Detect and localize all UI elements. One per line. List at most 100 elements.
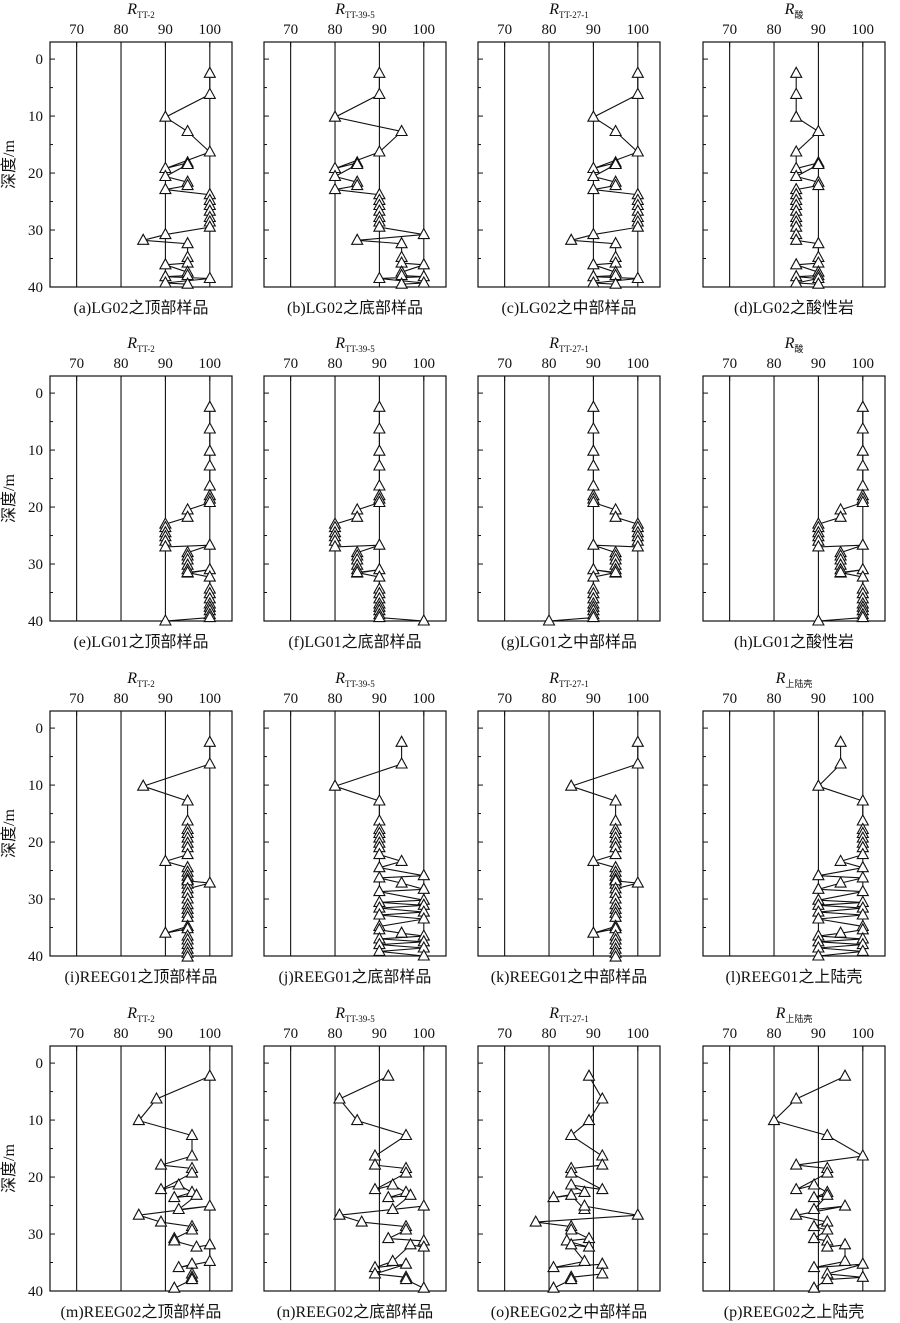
data-point bbox=[789, 87, 803, 99]
data-point bbox=[811, 539, 825, 552]
data-point bbox=[547, 1260, 560, 1273]
data-point bbox=[328, 182, 342, 195]
data-point bbox=[203, 1254, 217, 1266]
data-point bbox=[203, 569, 217, 582]
y-tick-label: 10 bbox=[28, 1113, 43, 1129]
data-point bbox=[417, 257, 431, 270]
data-point bbox=[586, 538, 600, 550]
data-point bbox=[631, 144, 645, 157]
data-point bbox=[395, 236, 409, 249]
data-point bbox=[586, 110, 600, 122]
panel-frame bbox=[477, 375, 661, 622]
x-tick-label: 90 bbox=[372, 22, 387, 38]
y-tick-label: 0 bbox=[36, 721, 44, 737]
data-point bbox=[154, 1214, 168, 1227]
x-tick-label: 90 bbox=[158, 22, 173, 38]
data-point bbox=[856, 538, 870, 550]
data-point bbox=[789, 1091, 803, 1104]
data-point bbox=[807, 1231, 821, 1244]
data-point bbox=[372, 793, 386, 806]
data-point bbox=[609, 793, 623, 806]
data-point bbox=[203, 220, 217, 232]
x-tick-label: 100 bbox=[852, 1026, 875, 1042]
data-point bbox=[856, 569, 870, 582]
data-point bbox=[631, 220, 645, 232]
data-point bbox=[789, 144, 803, 157]
x-tick-label: 90 bbox=[372, 1026, 387, 1042]
data-point bbox=[333, 1091, 346, 1104]
data-point bbox=[158, 257, 172, 270]
data-point bbox=[586, 444, 600, 456]
data-point bbox=[350, 510, 364, 522]
data-point bbox=[386, 1177, 400, 1190]
data-point bbox=[582, 1069, 596, 1081]
data-point bbox=[586, 421, 600, 434]
data-point bbox=[136, 233, 150, 245]
panel-15: 70 80 90 100 R上陆壳 (p)REEG02之上陆壳 bbox=[702, 1005, 886, 1321]
data-point bbox=[381, 1190, 395, 1203]
x-tick-label: 90 bbox=[586, 356, 601, 372]
panel-0: 70 80 90 100 0 10 20 30 40 深度/m RTT-2 (a)LG02之顶部样品 bbox=[0, 1, 233, 317]
data-point bbox=[158, 275, 172, 288]
data-point bbox=[564, 1222, 578, 1235]
data-point bbox=[631, 756, 645, 769]
x-tick-label: 70 bbox=[722, 691, 737, 707]
data-point bbox=[350, 178, 364, 191]
panel-caption: (a)LG02之顶部样品 bbox=[73, 299, 208, 317]
x-tick-label: 70 bbox=[69, 1026, 84, 1042]
data-point bbox=[372, 478, 386, 491]
data-point bbox=[586, 495, 600, 508]
data-point bbox=[368, 1182, 382, 1195]
panel-12: 70 80 90 100 0 10 20 30 40 深度/m RTT-2 (m)REEG02之顶部样… bbox=[0, 1005, 233, 1321]
data-point bbox=[856, 400, 870, 412]
x-tick-label: 90 bbox=[811, 22, 826, 38]
data-point bbox=[789, 110, 803, 122]
y-tick-label: 10 bbox=[28, 109, 43, 125]
x-tick-label: 100 bbox=[627, 356, 650, 372]
panel-title: RTT-39-5 bbox=[334, 1005, 375, 1024]
x-tick-label: 90 bbox=[158, 356, 173, 372]
panel-frame bbox=[702, 41, 886, 288]
data-point bbox=[564, 1237, 578, 1250]
panel-title: RTT-39-5 bbox=[334, 670, 375, 689]
panel-frame bbox=[477, 1045, 661, 1292]
x-tick-label: 80 bbox=[328, 356, 343, 372]
data-point bbox=[631, 271, 645, 284]
data-point bbox=[399, 1257, 413, 1269]
data-point bbox=[820, 1128, 834, 1141]
data-point bbox=[203, 87, 217, 99]
data-point bbox=[789, 66, 803, 78]
data-point bbox=[158, 227, 172, 240]
y-tick-label: 10 bbox=[28, 778, 43, 794]
data-point bbox=[368, 1266, 382, 1279]
x-tick-label: 70 bbox=[69, 356, 84, 372]
data-point bbox=[811, 277, 825, 289]
data-point bbox=[181, 157, 195, 170]
data-point bbox=[856, 444, 870, 456]
data-point bbox=[529, 1214, 543, 1227]
panel-frame bbox=[477, 41, 661, 288]
data-point bbox=[609, 565, 623, 578]
data-point bbox=[395, 735, 409, 747]
data-point bbox=[564, 1188, 578, 1200]
y-tick-label: 40 bbox=[28, 280, 43, 296]
data-point bbox=[158, 854, 172, 866]
data-point bbox=[586, 458, 600, 471]
x-tick-label: 100 bbox=[413, 22, 436, 38]
data-point bbox=[417, 1239, 431, 1252]
y-tick-label: 30 bbox=[28, 892, 43, 908]
data-point bbox=[631, 66, 645, 78]
data-point bbox=[203, 478, 217, 491]
data-point bbox=[578, 1185, 591, 1197]
y-tick-label: 30 bbox=[28, 557, 43, 573]
data-point bbox=[856, 478, 870, 491]
data-point bbox=[564, 1165, 578, 1178]
data-point bbox=[372, 907, 386, 920]
data-point bbox=[395, 854, 409, 866]
data-point bbox=[372, 847, 386, 860]
panel-title: RTT-27-1 bbox=[548, 335, 588, 354]
data-point bbox=[564, 1128, 578, 1141]
panel-3: 70 80 90 100 R酸 (d)LG02之酸性岩 bbox=[702, 1, 886, 317]
data-point bbox=[158, 182, 172, 195]
data-point bbox=[631, 735, 645, 747]
